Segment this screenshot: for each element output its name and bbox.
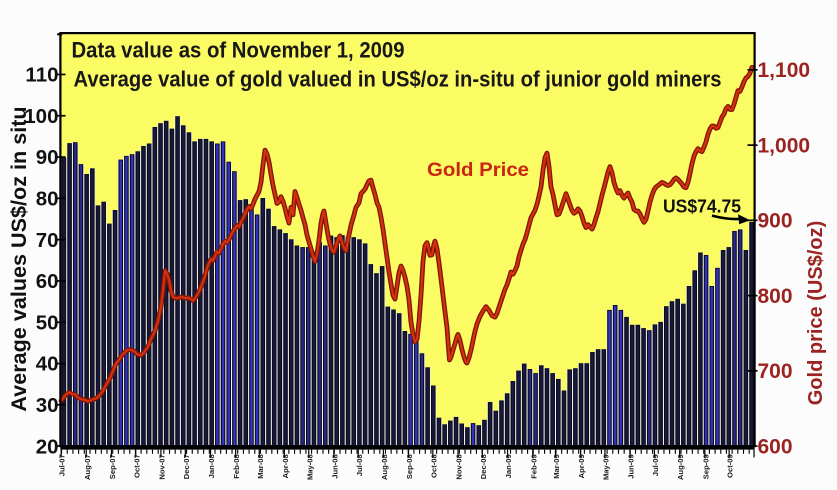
- svg-text:Sep-07: Sep-07: [108, 454, 117, 479]
- svg-text:Mar-09: Mar-09: [552, 454, 561, 478]
- svg-text:80: 80: [36, 188, 59, 211]
- svg-text:Aug-08: Aug-08: [380, 454, 389, 480]
- svg-text:110: 110: [25, 64, 58, 87]
- svg-text:Gold Price: Gold Price: [427, 160, 529, 181]
- svg-text:Sep-08: Sep-08: [405, 454, 414, 479]
- svg-text:May-09: May-09: [602, 454, 611, 480]
- svg-text:Dec-07: Dec-07: [182, 454, 191, 479]
- svg-text:700: 700: [758, 360, 793, 383]
- svg-text:Aug-09: Aug-09: [676, 454, 685, 480]
- svg-text:20: 20: [36, 435, 59, 458]
- svg-text:40: 40: [36, 353, 59, 376]
- svg-text:Feb-09: Feb-09: [529, 454, 538, 478]
- svg-text:Average value of gold valued i: Average value of gold valued in US$/oz i…: [74, 66, 722, 91]
- svg-text:900: 900: [758, 210, 793, 233]
- svg-text:Nov-07: Nov-07: [158, 454, 167, 479]
- svg-text:Oct-09: Oct-09: [726, 454, 735, 478]
- svg-text:Jun-09: Jun-09: [627, 454, 636, 478]
- svg-text:Jul-09: Jul-09: [651, 454, 660, 476]
- svg-text:30: 30: [36, 394, 59, 417]
- svg-text:Apr-08: Apr-08: [281, 454, 290, 478]
- svg-text:100: 100: [24, 105, 58, 128]
- svg-text:50: 50: [36, 311, 59, 334]
- svg-text:Average values US$/oz in situ: Average values US$/oz in situ: [6, 106, 31, 411]
- svg-text:Sep-09: Sep-09: [701, 454, 710, 479]
- svg-text:Oct-08: Oct-08: [429, 454, 438, 478]
- svg-text:Oct-07: Oct-07: [132, 454, 141, 478]
- svg-text:Apr-09: Apr-09: [577, 454, 586, 478]
- svg-text:1,000: 1,000: [758, 134, 811, 157]
- svg-text:Aug-07: Aug-07: [83, 454, 92, 480]
- svg-text:Feb-08: Feb-08: [232, 454, 241, 478]
- svg-text:70: 70: [36, 229, 59, 252]
- svg-text:Dec-08: Dec-08: [479, 454, 488, 479]
- svg-text:Data value as of November 1, 2: Data value as of November 1, 2009: [72, 38, 405, 63]
- svg-text:Mar-08: Mar-08: [256, 454, 265, 478]
- svg-text:Jun-08: Jun-08: [330, 454, 339, 478]
- svg-text:US$74.75: US$74.75: [663, 197, 741, 217]
- svg-text:Jan-08: Jan-08: [207, 454, 216, 478]
- svg-text:Jul-07: Jul-07: [58, 454, 67, 476]
- svg-text:Nov-08: Nov-08: [455, 454, 464, 479]
- svg-text:800: 800: [758, 285, 793, 308]
- svg-text:Jan-09: Jan-09: [504, 454, 513, 478]
- svg-text:90: 90: [36, 146, 59, 169]
- svg-text:600: 600: [758, 435, 793, 458]
- svg-text:Jul-08: Jul-08: [355, 454, 364, 476]
- svg-text:1,100: 1,100: [758, 59, 811, 82]
- svg-text:60: 60: [36, 270, 59, 293]
- svg-text:May-08: May-08: [305, 454, 314, 480]
- svg-text:Gold price (US$/oz): Gold price (US$/oz): [805, 221, 827, 405]
